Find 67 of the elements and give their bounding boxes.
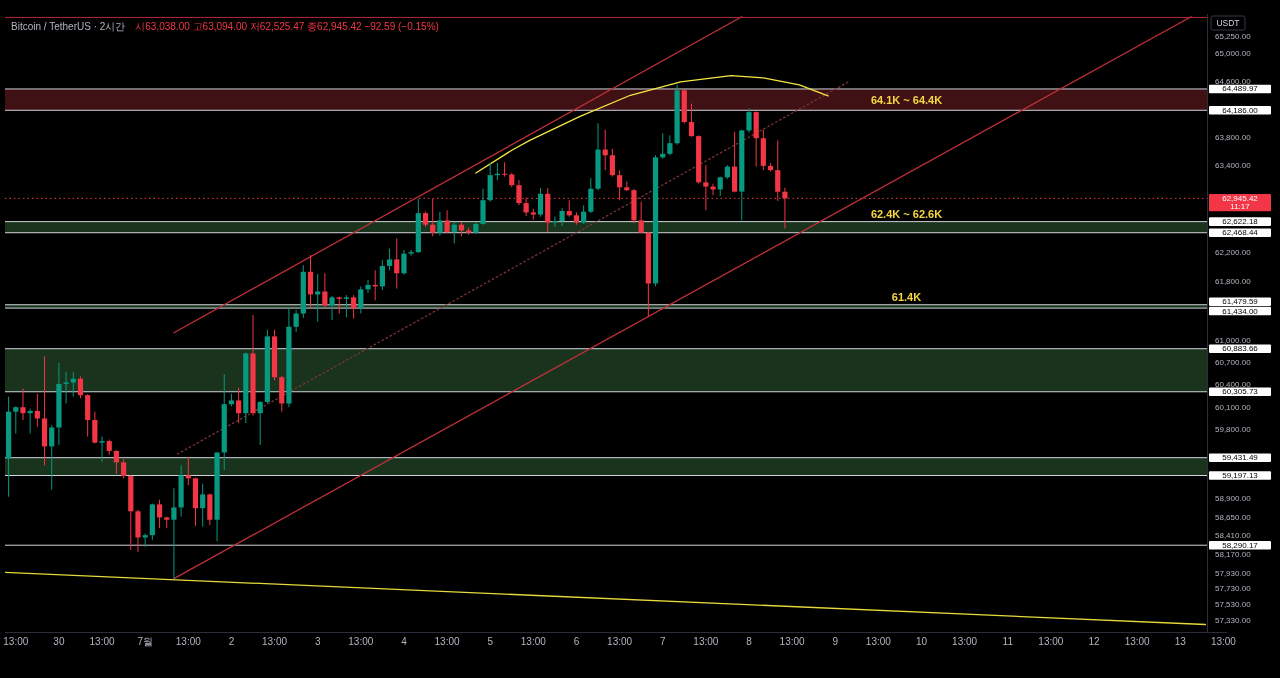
ref-line-label: 62,468.44 <box>1222 228 1259 238</box>
ref-line-label: 60,883.66 <box>1222 344 1259 354</box>
ref-line-label: 62,622.18 <box>1222 217 1259 227</box>
x-tick-label: 10 <box>915 635 928 647</box>
x-tick-label: 11 <box>1002 635 1014 647</box>
x-tick-label: 13:00 <box>262 635 288 647</box>
x-tick-label: 13:00 <box>1038 635 1064 647</box>
ref-line-label: 58,290.17 <box>1222 540 1259 550</box>
x-tick-label: 13:00 <box>779 635 806 647</box>
ref-line-label: 62,945.42 11:17 <box>1222 193 1259 212</box>
y-tick-label: 60,400.00 <box>1215 380 1252 390</box>
x-tick-label: 13:00 <box>89 635 115 647</box>
x-tick-label: 13 <box>1174 635 1187 647</box>
text: Bitcoin / TetherUS · 2시간 <box>11 20 126 32</box>
y-tick-label: 65,250.00 <box>1215 31 1252 41</box>
band-label: 62.4K ~ 62.6K <box>870 207 943 220</box>
y-tick-label: 60,700.00 <box>1215 357 1252 367</box>
x-tick-label: 13:00 <box>348 635 374 647</box>
y-tick-label: 57,330.00 <box>1215 615 1252 625</box>
x-tick-label: 8 <box>746 635 753 647</box>
x-tick-label: 3 <box>314 635 321 647</box>
x-tick-label: 9 <box>832 635 839 647</box>
x-tick-label: 13:00 <box>520 635 547 647</box>
x-tick-label: 13:00 <box>1210 635 1237 647</box>
text: 시63,038.00 고63,094.00 저62,525.47 종62,945.42 −92.59 (−0.15%) <box>135 20 439 32</box>
y-tick-label: 63,400.00 <box>1215 161 1252 171</box>
ref-line-label: 59,431.49 <box>1222 453 1259 463</box>
x-tick-label: 13:00 <box>693 635 719 647</box>
y-tick-label: 59,800.00 <box>1215 425 1252 435</box>
x-tick-label: 5 <box>487 635 494 647</box>
x-tick-label: 13:00 <box>607 635 633 647</box>
x-tick-label: 13:00 <box>434 635 461 647</box>
y-tick-label: 64,600.00 <box>1215 76 1252 86</box>
ref-line-label: 59,197.13 <box>1222 471 1259 481</box>
y-tick-label: 58,650.00 <box>1215 512 1252 522</box>
y-tick-label: 61,800.00 <box>1215 276 1252 286</box>
y-tick-label: 58,410.00 <box>1215 531 1252 541</box>
ref-line-label: 64,186.00 <box>1222 105 1259 115</box>
x-tick-label: 2 <box>228 635 235 647</box>
x-tick-label: 6 <box>573 635 580 647</box>
x-tick-label: 7 <box>659 635 666 647</box>
y-tick-label: 61,000.00 <box>1215 335 1252 345</box>
x-tick-label: 13:00 <box>1124 635 1151 647</box>
y-tick-label: 58,170.00 <box>1215 550 1252 560</box>
y-tick-label: 65,000.00 <box>1215 48 1252 58</box>
y-tick-label: 58,900.00 <box>1215 493 1252 503</box>
y-tick-label: 57,730.00 <box>1215 584 1252 594</box>
y-tick-label: 62,200.00 <box>1215 247 1252 257</box>
ref-line-label: 64,489.97 <box>1222 84 1259 94</box>
x-tick-label: 4 <box>401 635 408 647</box>
y-tick-label: 57,930.00 <box>1215 568 1252 578</box>
ref-line-label: 60,305.73 <box>1222 387 1259 397</box>
y-tick-label: 63,800.00 <box>1215 133 1252 143</box>
ref-line-label: 61,479.59 <box>1222 297 1259 307</box>
x-tick-label: 13:00 <box>865 635 892 647</box>
x-tick-label: 30 <box>53 635 65 647</box>
x-tick-label: 7월 <box>137 635 153 647</box>
band-label: 61.4K <box>891 290 922 303</box>
x-tick-label: 13:00 <box>175 635 202 647</box>
x-tick-label: 12 <box>1088 635 1101 647</box>
y-tick-label: 60,100.00 <box>1215 402 1252 412</box>
x-tick-label: 13:00 <box>952 635 978 647</box>
x-tick-label: 13:00 <box>3 635 29 647</box>
ref-line-label: 61,434.00 <box>1222 306 1259 316</box>
y-axis-title: USDT <box>1216 18 1240 28</box>
band-label: 64.1K ~ 64.4K <box>870 93 943 106</box>
y-tick-label: 57,530.00 <box>1215 599 1252 609</box>
